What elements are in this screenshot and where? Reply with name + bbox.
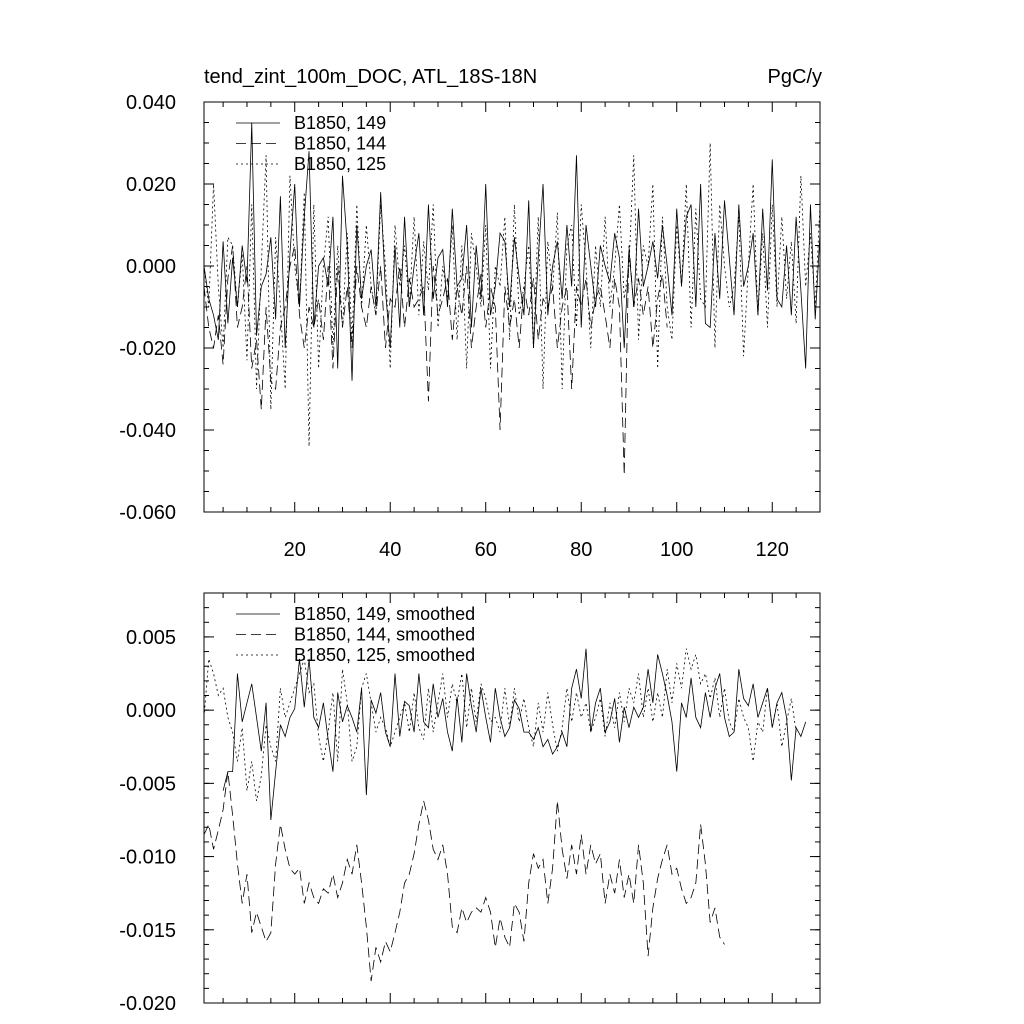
top-legend-label-3: B1850, 125 xyxy=(294,154,386,174)
top-y-tick-label: -0.040 xyxy=(119,420,176,442)
top-x-tick-label: 60 xyxy=(475,539,497,561)
bottom-legend-label-2: B1850, 144, smoothed xyxy=(294,625,475,645)
top-panel-series xyxy=(203,122,821,476)
top-x-tick-label: 80 xyxy=(570,539,592,561)
top-panel: tend_zint_100m_DOC, ATL_18S-18N PgC/y 0.… xyxy=(119,66,822,561)
bottom-panel-ticks: 0.005 0.000 -0.005 -0.010 -0.015 -0.020 xyxy=(119,592,820,1015)
top-panel-frame xyxy=(203,101,821,513)
top-x-tick-label: 40 xyxy=(379,539,401,561)
bottom-y-tick-label: 0.000 xyxy=(126,700,176,722)
top-series-line-3 xyxy=(203,142,821,447)
top-legend-label-1: B1850, 149 xyxy=(294,113,386,133)
bottom-y-tick-label: 0.005 xyxy=(126,627,176,649)
top-panel-title: tend_zint_100m_DOC, ATL_18S-18N xyxy=(204,66,537,88)
top-panel-ticks: 0.040 0.020 0.000 -0.020 -0.040 -0.060 20 40 60 8… xyxy=(119,92,820,561)
top-y-tick-label: 0.040 xyxy=(126,92,176,114)
top-y-tick-label: -0.060 xyxy=(119,502,176,524)
top-legend-label-2: B1850, 144 xyxy=(294,134,386,154)
top-x-tick-label: 100 xyxy=(660,539,693,561)
bottom-y-tick-label: -0.005 xyxy=(119,773,176,795)
bottom-y-tick-label: -0.010 xyxy=(119,847,176,869)
top-y-tick-label: 0.000 xyxy=(126,256,176,278)
top-x-tick-label: 20 xyxy=(284,539,306,561)
bottom-panel: 0.005 0.000 -0.005 -0.010 -0.015 -0.020 B1850… xyxy=(119,592,821,1015)
bottom-series-line-2 xyxy=(203,771,725,982)
bottom-panel-series xyxy=(203,648,807,982)
bottom-legend-label-3: B1850, 125, smoothed xyxy=(294,645,475,665)
bottom-panel-frame xyxy=(203,592,821,1004)
bottom-series-line-1 xyxy=(222,648,807,820)
top-y-tick-label: 0.020 xyxy=(126,174,176,196)
bottom-y-tick-label: -0.020 xyxy=(119,993,176,1015)
bottom-y-tick-label: -0.015 xyxy=(119,920,176,942)
bottom-legend-label-1: B1850, 149, smoothed xyxy=(294,604,475,624)
bottom-series-line-3 xyxy=(203,648,797,802)
top-series-line-2 xyxy=(203,245,668,476)
top-panel-units: PgC/y xyxy=(768,66,822,88)
top-x-tick-label: 120 xyxy=(756,539,789,561)
top-y-tick-label: -0.020 xyxy=(119,338,176,360)
